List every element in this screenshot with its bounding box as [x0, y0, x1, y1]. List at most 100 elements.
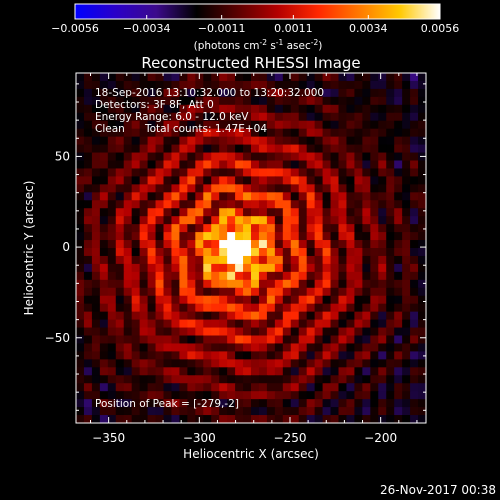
- heatmap-cell: [410, 80, 419, 90]
- heatmap-cell: [330, 391, 340, 400]
- heatmap-cell: [123, 232, 133, 241]
- heatmap-cell: [179, 192, 188, 201]
- heatmap-cell: [322, 303, 332, 313]
- heatmap-cell: [251, 359, 260, 368]
- heatmap-cell: [282, 112, 292, 122]
- heatmap-cell: [354, 152, 363, 162]
- heatmap-cell: [211, 216, 220, 225]
- heatmap-cell: [258, 200, 268, 209]
- heatmap-cell: [418, 200, 426, 209]
- heatmap-cell: [330, 168, 340, 178]
- heatmap-cell: [243, 192, 252, 201]
- heatmap-cell: [298, 200, 308, 209]
- heatmap-cell: [147, 120, 157, 130]
- heatmap-cell: [147, 240, 157, 249]
- heatmap-cell: [131, 351, 141, 360]
- heatmap-cell: [410, 160, 419, 170]
- heatmap-cell: [290, 287, 300, 297]
- heatmap-cell: [99, 120, 109, 130]
- heatmap-cell: [410, 112, 419, 122]
- heatmap-cell: [370, 295, 379, 305]
- heatmap-cell: [306, 80, 316, 90]
- heatmap-cell: [91, 216, 101, 225]
- heatmap-cell: [123, 351, 133, 360]
- heatmap-cell: [370, 335, 379, 345]
- heatmap-cell: [362, 255, 371, 265]
- heatmap-cell: [195, 240, 204, 249]
- heatmap-cell: [346, 73, 356, 82]
- heatmap-cell: [83, 152, 93, 162]
- heatmap-cell: [258, 343, 268, 353]
- heatmap-cell: [83, 168, 93, 178]
- heatmap-cell: [115, 120, 125, 130]
- heatmap-cell: [163, 176, 173, 185]
- heatmap-cell: [362, 287, 371, 297]
- heatmap-cell: [394, 271, 403, 281]
- heatmap-cell: [354, 224, 363, 233]
- heatmap-cell: [410, 192, 419, 201]
- heatmap-cell: [131, 136, 141, 146]
- heatmap-cell: [338, 303, 348, 313]
- heatmap-cell: [243, 152, 252, 162]
- heatmap-cell: [378, 263, 387, 273]
- heatmap-cell: [402, 208, 411, 217]
- heatmap-cell: [290, 73, 300, 82]
- heatmap-cell: [219, 375, 228, 384]
- heatmap-cell: [179, 160, 188, 170]
- heatmap-cell: [290, 351, 300, 360]
- heatmap-cell: [211, 224, 220, 233]
- heatmap-cell: [282, 88, 292, 98]
- heatmap-cell: [91, 391, 101, 400]
- heatmap-cell: [362, 263, 371, 273]
- heatmap-cell: [171, 152, 181, 162]
- heatmap-cell: [219, 248, 228, 257]
- heatmap-cell: [227, 263, 236, 273]
- heatmap-cell: [362, 136, 371, 146]
- heatmap-cell: [314, 263, 324, 273]
- heatmap-cell: [402, 192, 411, 201]
- heatmap-cell: [76, 144, 85, 154]
- heatmap-cell: [386, 192, 395, 201]
- heatmap-cell: [139, 255, 149, 265]
- heatmap-cell: [386, 224, 395, 233]
- heatmap-cell: [187, 303, 196, 313]
- heatmap-cell: [235, 319, 244, 329]
- heatmap-cell: [99, 279, 109, 289]
- heatmap-cell: [306, 311, 316, 321]
- heatmap-cell: [123, 303, 133, 313]
- heatmap-cell: [76, 128, 85, 138]
- heatmap-cell: [314, 160, 324, 170]
- heatmap-cell: [354, 263, 363, 273]
- heatmap-cell: [123, 224, 133, 233]
- heatmap-cell: [418, 287, 426, 297]
- heatmap-cell: [219, 271, 228, 281]
- heatmap-cell: [251, 287, 260, 297]
- heatmap-cell: [235, 263, 244, 273]
- heatmap-cell: [83, 351, 93, 360]
- heatmap-cell: [131, 295, 141, 305]
- heatmap-cell: [195, 104, 204, 114]
- heatmap-cell: [211, 200, 220, 209]
- heatmap-cell: [179, 407, 188, 416]
- heatmap-cell: [338, 88, 348, 98]
- heatmap-cell: [147, 391, 157, 400]
- heatmap-cell: [91, 136, 101, 146]
- heatmap-cell: [187, 120, 196, 130]
- heatmap-cell: [163, 407, 173, 416]
- heatmap-cell: [338, 200, 348, 209]
- heatmap-cell: [370, 176, 379, 185]
- heatmap-cell: [274, 168, 284, 178]
- heatmap-cell: [187, 351, 196, 360]
- heatmap-cell: [123, 128, 133, 138]
- heatmap-cell: [386, 279, 395, 289]
- heatmap-cell: [370, 120, 379, 130]
- heatmap-cell: [99, 415, 109, 423]
- heatmap-cell: [91, 176, 101, 185]
- heatmap-cell: [107, 232, 117, 241]
- heatmap-cell: [99, 343, 109, 353]
- heatmap-cell: [314, 279, 324, 289]
- heatmap-cell: [298, 359, 308, 368]
- heatmap-cell: [251, 112, 260, 122]
- heatmap-cell: [123, 399, 133, 408]
- heatmap-cell: [179, 343, 188, 353]
